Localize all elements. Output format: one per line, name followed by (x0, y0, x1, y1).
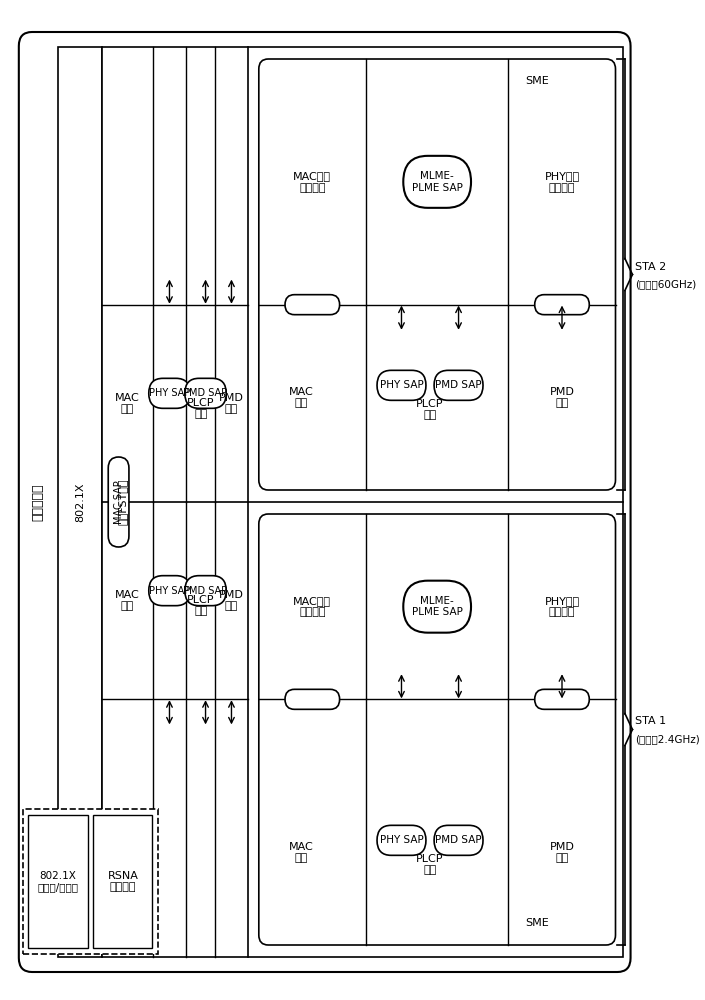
Text: PHY SAP: PHY SAP (149, 586, 190, 596)
FancyBboxPatch shape (285, 689, 340, 709)
Text: PLCP
子层: PLCP 子层 (187, 595, 214, 616)
FancyBboxPatch shape (149, 576, 190, 606)
FancyBboxPatch shape (534, 689, 589, 709)
Text: 802.1X: 802.1X (75, 482, 85, 522)
Text: PLCP
子层: PLCP 子层 (187, 398, 214, 419)
Text: PHY SAP: PHY SAP (379, 835, 424, 845)
Text: MLME-
PLME SAP: MLME- PLME SAP (412, 596, 462, 617)
FancyBboxPatch shape (149, 378, 190, 408)
Text: PMD
子层: PMD 子层 (219, 590, 244, 611)
Bar (102, 47, 623, 957)
Text: PMD SAP: PMD SAP (435, 835, 482, 845)
FancyBboxPatch shape (403, 156, 471, 208)
Text: PLCP
子层: PLCP 子层 (416, 399, 443, 420)
Bar (23, 809, 158, 954)
FancyBboxPatch shape (534, 295, 589, 315)
Text: (例如在60GHz): (例如在60GHz) (635, 279, 697, 290)
Text: PMD SAP: PMD SAP (435, 380, 482, 390)
Bar (28, 815, 87, 948)
Text: PMD SAP: PMD SAP (183, 586, 228, 596)
Text: MAC
子层: MAC 子层 (115, 393, 140, 414)
Text: PHY SAP: PHY SAP (379, 380, 424, 390)
Text: MAC子层
管理实体: MAC子层 管理实体 (293, 596, 331, 617)
Text: 802.1X
认证方/请求方: 802.1X 认证方/请求方 (37, 871, 78, 892)
FancyBboxPatch shape (259, 59, 615, 490)
FancyBboxPatch shape (285, 295, 340, 315)
Text: PHY SAP: PHY SAP (149, 388, 190, 398)
FancyBboxPatch shape (377, 825, 426, 855)
Text: MLME-
PLME SAP: MLME- PLME SAP (412, 171, 462, 193)
FancyBboxPatch shape (434, 370, 483, 400)
Text: PMD
子层: PMD 子层 (550, 842, 575, 863)
FancyBboxPatch shape (434, 825, 483, 855)
FancyBboxPatch shape (377, 370, 426, 400)
Text: STA 2: STA 2 (635, 261, 666, 271)
Bar (93, 815, 152, 948)
Text: SME: SME (525, 918, 549, 928)
FancyBboxPatch shape (109, 457, 129, 547)
Text: MAC SAP: MAC SAP (114, 480, 123, 524)
Text: 透明FST实体: 透明FST实体 (117, 479, 128, 525)
Text: PLCP
子层: PLCP 子层 (416, 854, 443, 875)
FancyBboxPatch shape (259, 514, 615, 945)
FancyBboxPatch shape (185, 378, 226, 408)
Text: PMD
子层: PMD 子层 (550, 387, 575, 408)
Text: PHY子层
管理实体: PHY子层 管理实体 (544, 171, 580, 193)
Bar (59, 47, 102, 957)
FancyBboxPatch shape (403, 581, 471, 633)
Text: PHY子层
管理实体: PHY子层 管理实体 (544, 596, 580, 617)
Text: MAC
子层: MAC 子层 (289, 387, 314, 408)
Text: SME: SME (525, 76, 549, 86)
Text: PMD SAP: PMD SAP (183, 388, 228, 398)
Text: STA 1: STA 1 (635, 716, 666, 726)
Text: MAC
子层: MAC 子层 (289, 842, 314, 863)
Text: (例如在2.4GHz): (例如在2.4GHz) (635, 734, 700, 744)
Text: RSNA
密钥管理: RSNA 密钥管理 (107, 871, 138, 892)
Text: PMD
子层: PMD 子层 (219, 393, 244, 414)
Text: 多频带管理: 多频带管理 (31, 483, 44, 521)
Text: MAC
子层: MAC 子层 (115, 590, 140, 611)
Text: MAC子层
管理实体: MAC子层 管理实体 (293, 171, 331, 193)
FancyBboxPatch shape (185, 576, 226, 606)
FancyBboxPatch shape (19, 32, 630, 972)
